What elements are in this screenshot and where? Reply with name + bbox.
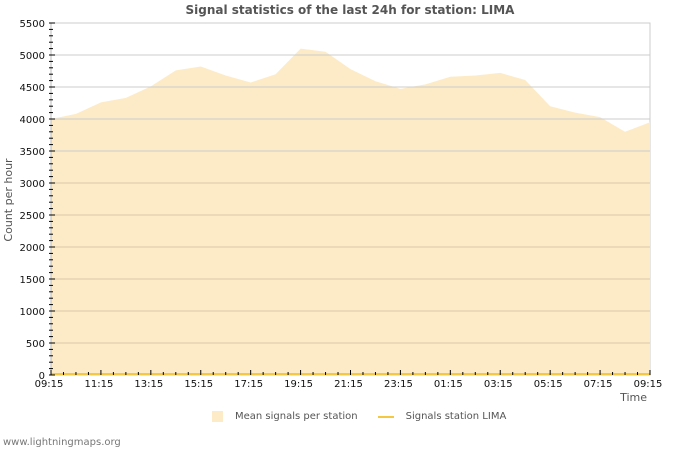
y-tick-label: 5500: [20, 19, 45, 30]
y-tick-label: 3000: [20, 179, 45, 190]
x-tick-label: 21:15: [334, 379, 363, 390]
y-tick-label: 1000: [20, 307, 45, 318]
legend-label-station: Signals station LIMA: [405, 411, 507, 422]
y-tick-label: 4000: [20, 115, 45, 126]
x-tick-label: 17:15: [234, 379, 263, 390]
x-tick-label: 19:15: [284, 379, 313, 390]
y-tick-label: 0: [39, 371, 45, 382]
x-axis-title: Time: [619, 391, 647, 404]
y-tick-label: 3500: [20, 147, 45, 158]
y-tick-label: 500: [26, 339, 45, 350]
chart-title: Signal statistics of the last 24h for st…: [185, 3, 515, 17]
y-tick-label: 1500: [20, 275, 45, 286]
x-tick-label: 01:15: [434, 379, 463, 390]
legend-item-mean: Mean signals per station: [212, 411, 358, 422]
x-tick-label: 07:15: [584, 379, 613, 390]
y-tick-label: 4500: [20, 83, 45, 94]
area-swatch-icon: [212, 411, 223, 422]
line-swatch-icon: [377, 415, 394, 418]
x-tick-label: 15:15: [184, 379, 213, 390]
legend-label-mean: Mean signals per station: [235, 411, 358, 422]
x-tick-label: 13:15: [134, 379, 163, 390]
x-tick-label: 03:15: [484, 379, 513, 390]
legend-item-station: Signals station LIMA: [377, 411, 507, 422]
source-footer: www.lightningmaps.org: [3, 437, 121, 448]
y-axis-title: Count per hour: [2, 158, 15, 242]
y-tick-label: 2000: [20, 243, 45, 254]
x-tick-label: 09:15: [634, 379, 663, 390]
y-tick-label: 5000: [20, 51, 45, 62]
legend: Mean signals per station Signals station…: [212, 411, 526, 422]
x-tick-label: 11:15: [85, 379, 114, 390]
mean-signals-area: [51, 48, 650, 375]
y-tick-label: 2500: [20, 211, 45, 222]
x-tick-label: 23:15: [384, 379, 413, 390]
x-tick-label: 09:15: [35, 379, 64, 390]
x-tick-label: 05:15: [534, 379, 563, 390]
